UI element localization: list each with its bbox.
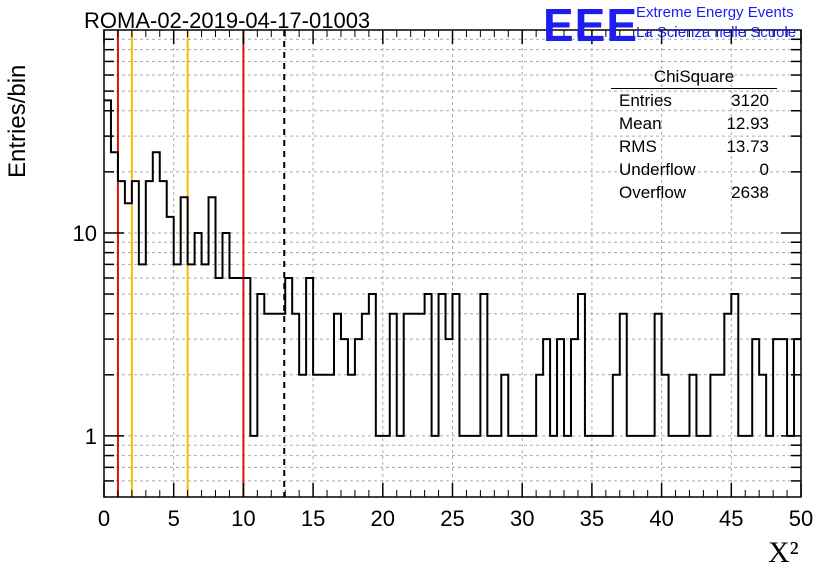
- stats-value: 13.73: [726, 137, 769, 156]
- y-tick-label: 10: [73, 221, 97, 246]
- x-tick-label: 35: [580, 506, 604, 531]
- y-tick-label: 1: [85, 424, 97, 449]
- x-tick-label: 50: [789, 506, 813, 531]
- x-tick-label: 15: [301, 506, 325, 531]
- stats-row: Overflow 2638: [611, 181, 777, 204]
- x-tick-label: 30: [510, 506, 534, 531]
- stats-label: RMS: [619, 137, 657, 156]
- x-tick-label: 25: [440, 506, 464, 531]
- axis-tick-labels: 0 5 10 15 20 25 30 35 40 45 50 1 10: [73, 221, 814, 531]
- stats-value: 3120: [731, 91, 769, 110]
- axis-ticks: [103, 30, 802, 497]
- stats-box: ChiSquare Entries 3120 Mean 12.93 RMS 13.73…: [611, 66, 777, 204]
- chart-title: ROMA-02-2019-04-17-01003: [84, 8, 371, 33]
- logo-line-2: La Scienza nelle Scuole: [636, 24, 797, 41]
- x-tick-label: 20: [371, 506, 395, 531]
- stats-row: Entries 3120: [611, 89, 777, 112]
- stats-value: 0: [759, 160, 769, 179]
- eee-logo: EEE: [543, 0, 639, 51]
- x-tick-label: 5: [168, 506, 180, 531]
- x-tick-label: 40: [649, 506, 673, 531]
- logo-line-1: Extreme Energy Events: [636, 4, 794, 21]
- stats-row: RMS 13.73: [611, 135, 777, 158]
- x-tick-label: 45: [719, 506, 743, 531]
- stats-label: Entries: [619, 91, 672, 110]
- stats-value: 2638: [731, 183, 769, 202]
- y-axis-label: Entries/bin: [4, 64, 31, 178]
- stats-row: Mean 12.93: [611, 112, 777, 135]
- reference-lines: [116, 30, 286, 497]
- stats-row: Underflow 0: [611, 158, 777, 181]
- x-axis-label: X²: [768, 536, 799, 569]
- x-tick-label: 0: [98, 506, 110, 531]
- stats-value: 12.93: [726, 114, 769, 133]
- stats-header: ChiSquare: [611, 66, 777, 89]
- histogram-line: [104, 99, 801, 437]
- x-tick-label: 10: [231, 506, 255, 531]
- stats-label: Underflow: [619, 160, 696, 179]
- stats-label: Mean: [619, 114, 662, 133]
- stats-label: Overflow: [619, 183, 687, 202]
